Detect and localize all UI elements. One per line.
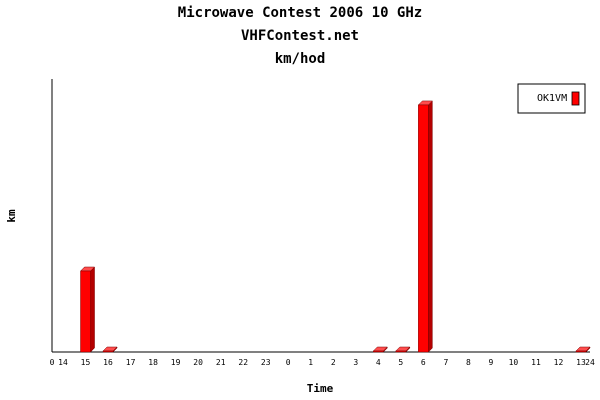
x-tick-label: 1: [308, 358, 313, 367]
x-tick-label: 15: [81, 358, 91, 367]
x-tick-label: 12: [554, 358, 564, 367]
x-tick-label: 18: [148, 358, 158, 367]
bar-front: [102, 350, 114, 353]
x-tick-label: 3: [353, 358, 358, 367]
bar-front: [418, 104, 429, 353]
x-tick-label: 23: [261, 358, 271, 367]
x-tick-label: 13: [576, 358, 586, 367]
x-tick-label: 6: [421, 358, 426, 367]
x-tick-label: 5: [398, 358, 403, 367]
bar: [79, 266, 96, 353]
bar: [417, 100, 433, 353]
x-tick-label-start: 0: [50, 358, 55, 367]
bar: [395, 346, 411, 353]
chart-title: Microwave Contest 2006 10 GHz: [177, 5, 423, 21]
x-axis-title: Time: [307, 382, 334, 395]
x-tick-label: 9: [488, 358, 493, 367]
bar: [575, 346, 591, 353]
x-tick-label: 20: [193, 358, 203, 367]
x-tick-label: 19: [171, 358, 181, 367]
bar-side: [90, 266, 95, 353]
bar: [372, 346, 388, 353]
x-tick-label: 2: [331, 358, 336, 367]
bar-front: [80, 270, 91, 353]
x-tick-label: 8: [466, 358, 471, 367]
x-tick-label: 14: [58, 358, 68, 367]
bar-front: [373, 350, 384, 353]
legend: OK1VM: [517, 83, 586, 114]
x-tick-label: 17: [126, 358, 136, 367]
chart-unit-subtitle: km/hod: [274, 51, 326, 67]
bar-front: [575, 350, 587, 353]
x-tick-label: 7: [443, 358, 448, 367]
x-tick-label: 10: [509, 358, 519, 367]
y-axis-title: km: [5, 209, 18, 223]
bar-front: [395, 350, 407, 353]
chart-subtitle: VHFContest.net: [240, 28, 359, 44]
x-tick-label: 4: [376, 358, 381, 367]
bar: [102, 346, 118, 353]
x-tick-label: 21: [216, 358, 226, 367]
legend-swatch: [571, 91, 580, 106]
bar-side: [428, 100, 433, 353]
x-tick-labels: 0 24 14 15 16 17 18 19 20 21 22 23 0 1 2 3 4 5 6 7 8 9 10 11 1…: [50, 358, 595, 367]
legend-label: OK1VM: [537, 93, 567, 104]
x-tick-label: 11: [531, 358, 541, 367]
bars: [79, 100, 591, 353]
x-tick-label: 0: [286, 358, 291, 367]
x-tick-label-end: 24: [585, 358, 595, 367]
x-tick-label: 16: [103, 358, 113, 367]
axes: [51, 79, 590, 353]
x-tick-label: 22: [238, 358, 248, 367]
